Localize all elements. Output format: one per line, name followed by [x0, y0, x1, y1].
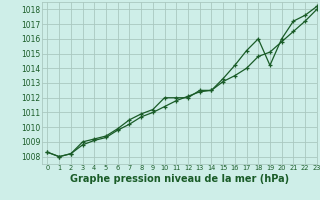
X-axis label: Graphe pression niveau de la mer (hPa): Graphe pression niveau de la mer (hPa): [70, 174, 289, 184]
